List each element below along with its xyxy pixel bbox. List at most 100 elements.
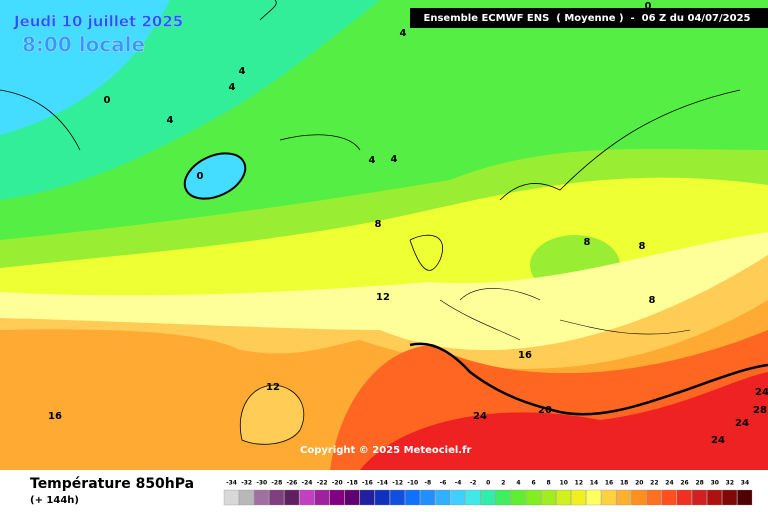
contour-label: 4 bbox=[369, 155, 376, 166]
scale-tick: -20 bbox=[332, 480, 343, 487]
scale-swatch bbox=[646, 489, 662, 506]
scale-swatch bbox=[722, 489, 738, 506]
scale-tick: 0 bbox=[486, 480, 490, 487]
scale-tick: 22 bbox=[650, 480, 658, 487]
scale-swatch bbox=[238, 489, 254, 506]
field-cyan bbox=[0, 0, 170, 135]
scale-swatch bbox=[223, 489, 239, 506]
scale-swatch bbox=[525, 489, 541, 506]
scale-swatch bbox=[359, 489, 375, 506]
contour-label: 0 bbox=[197, 171, 204, 182]
scale-swatch bbox=[676, 489, 692, 506]
scale-tick: 4 bbox=[516, 480, 520, 487]
scale-tick: -4 bbox=[455, 480, 462, 487]
scale-swatch bbox=[254, 489, 269, 506]
scale-tick: 12 bbox=[575, 480, 583, 487]
isotherm-20 bbox=[409, 342, 768, 416]
scale-swatch bbox=[344, 489, 360, 506]
scale-swatch bbox=[405, 489, 420, 506]
scale-swatch bbox=[707, 489, 722, 506]
scale-swatch bbox=[510, 489, 526, 506]
contour-label: 4 bbox=[239, 66, 246, 77]
scale-tick: 26 bbox=[680, 480, 688, 487]
scale-tick: 30 bbox=[711, 480, 719, 487]
scale-tick: -14 bbox=[377, 480, 388, 487]
scale-tick: 2 bbox=[501, 480, 505, 487]
scale-tick: -16 bbox=[362, 480, 373, 487]
scale-tick: -12 bbox=[392, 480, 403, 487]
contour-label: 8 bbox=[375, 219, 382, 230]
scale-swatch bbox=[465, 489, 481, 506]
scale-tick: -22 bbox=[317, 480, 328, 487]
footer-title: Température 850hPa bbox=[30, 476, 194, 492]
scale-tick: -6 bbox=[440, 480, 447, 487]
scale-swatch bbox=[586, 489, 602, 506]
scale-swatch bbox=[389, 489, 405, 506]
scale-tick: -24 bbox=[302, 480, 313, 487]
scale-swatch bbox=[631, 489, 647, 506]
header-box bbox=[410, 8, 768, 28]
scale-tick: -34 bbox=[226, 480, 237, 487]
date-label: Jeudi 10 juillet 2025 bbox=[13, 13, 183, 31]
field-cyan-pocket bbox=[183, 152, 247, 200]
scale-tick: -18 bbox=[347, 480, 358, 487]
scale-tick: -26 bbox=[287, 480, 298, 487]
copyright: Copyright © 2025 Meteociel.fr bbox=[300, 445, 471, 456]
scale-tick: -10 bbox=[407, 480, 418, 487]
field-pocket bbox=[239, 384, 305, 445]
scale-swatch bbox=[495, 489, 511, 506]
scale-swatch bbox=[571, 489, 587, 506]
scale-tick: -30 bbox=[256, 480, 267, 487]
scale-tick: -28 bbox=[271, 480, 282, 487]
scale-tick: -2 bbox=[470, 480, 477, 487]
contour-label: 24 bbox=[735, 418, 749, 429]
scale-swatch bbox=[329, 489, 345, 506]
scale-swatch bbox=[737, 489, 753, 506]
scale-swatch bbox=[556, 489, 571, 506]
scale-tick: -8 bbox=[425, 480, 432, 487]
contour-label: 4 bbox=[229, 82, 236, 93]
contour-label: 4 bbox=[391, 154, 398, 165]
contour-label: 8 bbox=[649, 295, 656, 306]
scale-swatch bbox=[601, 489, 617, 506]
scale-tick: 16 bbox=[605, 480, 613, 487]
scale-tick: 24 bbox=[665, 480, 673, 487]
scale-swatch bbox=[269, 489, 285, 506]
scale-swatch bbox=[691, 489, 707, 506]
scale-tick: 20 bbox=[635, 480, 643, 487]
scale-swatch bbox=[284, 489, 300, 506]
scale-swatch bbox=[661, 489, 677, 506]
color-scale: -34 -32 -30 -28 -26 -24 -22 -20 -18 -16 -14 -12 -10-… bbox=[223, 480, 753, 506]
contour-label: 12 bbox=[266, 382, 280, 393]
contour-label: 16 bbox=[518, 350, 532, 361]
contour-label: 4 bbox=[400, 28, 407, 39]
contour-label: 24 bbox=[755, 387, 768, 398]
scale-swatch bbox=[299, 489, 315, 506]
map-field bbox=[0, 0, 768, 470]
header-text: Ensemble ECMWF ENS ( Moyenne ) - 06 Z du… bbox=[424, 13, 751, 24]
scale-swatch bbox=[616, 489, 632, 506]
scale-tick: 28 bbox=[695, 480, 703, 487]
footer-subtitle: (+ 144h) bbox=[30, 495, 79, 506]
scale-tick: 8 bbox=[547, 480, 551, 487]
contour-label: 0 bbox=[104, 95, 111, 106]
contour-label: 8 bbox=[639, 241, 646, 252]
scale-swatch bbox=[480, 489, 496, 506]
contour-label: 28 bbox=[753, 405, 767, 416]
scale-tick: 32 bbox=[726, 480, 734, 487]
scale-tick: 6 bbox=[531, 480, 535, 487]
scale-swatch bbox=[540, 489, 556, 506]
contour-label: 12 bbox=[376, 292, 390, 303]
field-red bbox=[360, 372, 768, 470]
contour-label: 20 bbox=[538, 405, 552, 416]
scale-swatch bbox=[374, 489, 390, 506]
scale-tick: -32 bbox=[241, 480, 252, 487]
scale-tick: 18 bbox=[620, 480, 628, 487]
scale-tick: 34 bbox=[741, 480, 749, 487]
scale-tick: 14 bbox=[590, 480, 598, 487]
contour-label: 0 bbox=[645, 1, 652, 12]
scale-tick: 10 bbox=[560, 480, 568, 487]
borders bbox=[439, 288, 691, 341]
